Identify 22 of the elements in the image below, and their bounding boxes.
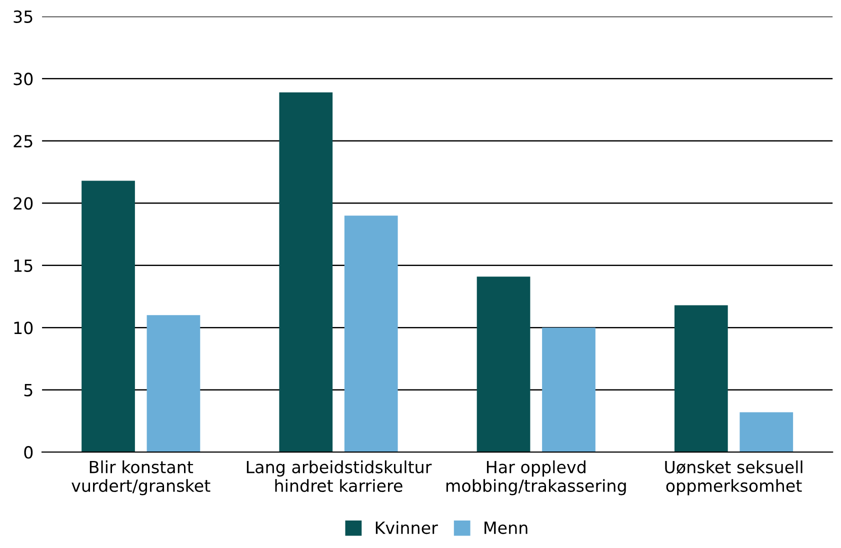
y-tick-label: 20 [14, 197, 33, 210]
bar [146, 315, 200, 452]
x-tick-label: Har opplevd mobbing/trakassering [446, 460, 626, 496]
y-tick-label: 15 [14, 260, 32, 272]
bar [476, 276, 530, 452]
bar [279, 92, 333, 452]
bar [344, 216, 398, 452]
x-tick-label: Uønsket seksuell oppmerksomhet [665, 460, 802, 496]
legend-label: Menn [484, 522, 528, 534]
bar [740, 412, 794, 452]
y-tick-label: 5 [24, 384, 32, 396]
y-tick-label: 25 [14, 134, 32, 148]
y-tick-label: 35 [14, 10, 32, 24]
bar [542, 328, 596, 452]
x-tick-label: Blir konstant vurdert/gransket [72, 460, 210, 496]
y-tick-label: 0 [24, 446, 33, 459]
bar [82, 180, 135, 452]
bar [674, 305, 728, 452]
legend-label: Kvinner [376, 521, 438, 534]
x-tick-label: Lang arbeidstidskultur hindret karriere [246, 460, 432, 492]
y-tick-label: 10 [14, 322, 33, 334]
y-tick-label: 30 [14, 72, 33, 86]
